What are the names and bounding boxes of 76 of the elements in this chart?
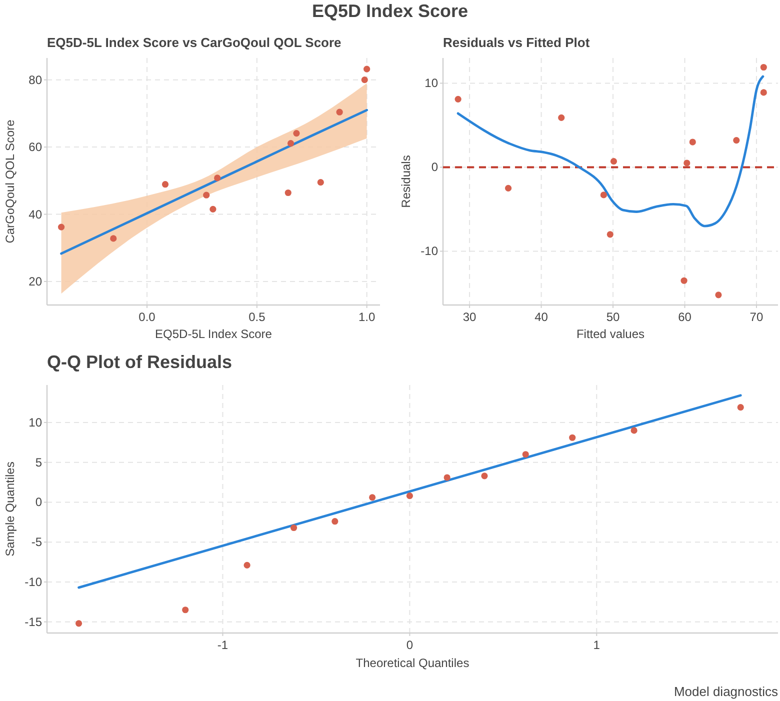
text: Model diagnostics (674, 684, 778, 699)
line-series (456, 75, 764, 228)
point (569, 434, 576, 441)
point (504, 184, 512, 192)
point (680, 277, 688, 284)
point (361, 76, 368, 84)
y-tick-label: -5 (31, 535, 42, 550)
point (715, 292, 722, 298)
y-tick-label: 5 (35, 455, 42, 470)
x-axis-title: EQ5D-5L Index Score (155, 327, 272, 341)
x-tick-label: 50 (606, 310, 620, 324)
point (760, 89, 767, 96)
y-tick-label: 40 (28, 207, 42, 222)
point (630, 427, 638, 434)
x-tick-label: 40 (534, 310, 548, 324)
y-tick-label: -15 (24, 614, 42, 629)
point (58, 224, 65, 230)
x-axis-title: Fitted values (576, 327, 645, 341)
x-tick-label: -1 (217, 638, 228, 652)
point (75, 620, 82, 627)
y-tick-label: -10 (420, 244, 438, 258)
chart-title: EQ5D-5L Index Score vs CarGoQoul QOL Score (47, 35, 342, 50)
y-tick-label: 0 (35, 495, 42, 510)
chart-title: Q-Q Plot of Residuals (47, 352, 232, 372)
y-axis-title: Residuals (399, 155, 413, 208)
point (293, 130, 300, 137)
point (244, 562, 250, 569)
x-tick-label: 0 (406, 638, 414, 652)
x-tick-label: 70 (750, 310, 764, 324)
point (369, 494, 376, 501)
point (317, 179, 324, 186)
x-tick-label: 0.5 (248, 310, 266, 324)
chart-title: Residuals vs Fitted Plot (443, 35, 590, 50)
point (162, 181, 169, 188)
point (214, 174, 221, 182)
y-tick-label: 20 (28, 274, 42, 288)
point (182, 606, 189, 614)
x-tick-label: 1.0 (358, 310, 376, 324)
point (364, 66, 370, 72)
y-tick-label: 60 (28, 140, 42, 154)
x-tick-label: 60 (678, 310, 692, 324)
point (558, 114, 565, 121)
point (336, 108, 343, 116)
x-tick-label: 30 (462, 310, 477, 324)
point (689, 138, 696, 146)
point (332, 518, 338, 525)
point (444, 474, 450, 481)
point (737, 404, 744, 411)
point (287, 140, 294, 147)
y-tick-label: 10 (28, 415, 42, 430)
point (210, 206, 216, 213)
y-tick-label: -10 (24, 574, 42, 589)
point (481, 472, 488, 480)
x-axis-title: Theoretical Quantiles (356, 656, 470, 670)
point (760, 64, 767, 71)
y-tick-label: 0 (431, 160, 438, 174)
point (610, 158, 618, 165)
y-tick-label: 10 (424, 76, 438, 90)
point (606, 231, 614, 238)
point (406, 492, 413, 500)
y-axis-title: CarGoQoul QOL Score (3, 119, 17, 244)
x-tick-label: 0.0 (138, 310, 156, 324)
point (203, 192, 210, 198)
point (454, 96, 462, 102)
text: EQ5D Index Score (312, 1, 468, 21)
x-tick-label: 1 (593, 638, 600, 652)
point (733, 137, 740, 144)
point (290, 524, 298, 532)
point (284, 189, 292, 196)
y-axis-title: Sample Quantiles (3, 462, 17, 556)
point (684, 160, 690, 166)
y-tick-label: 80 (28, 72, 42, 87)
point (600, 192, 607, 198)
point (522, 451, 529, 458)
point (110, 235, 117, 242)
line-series (60, 108, 368, 255)
